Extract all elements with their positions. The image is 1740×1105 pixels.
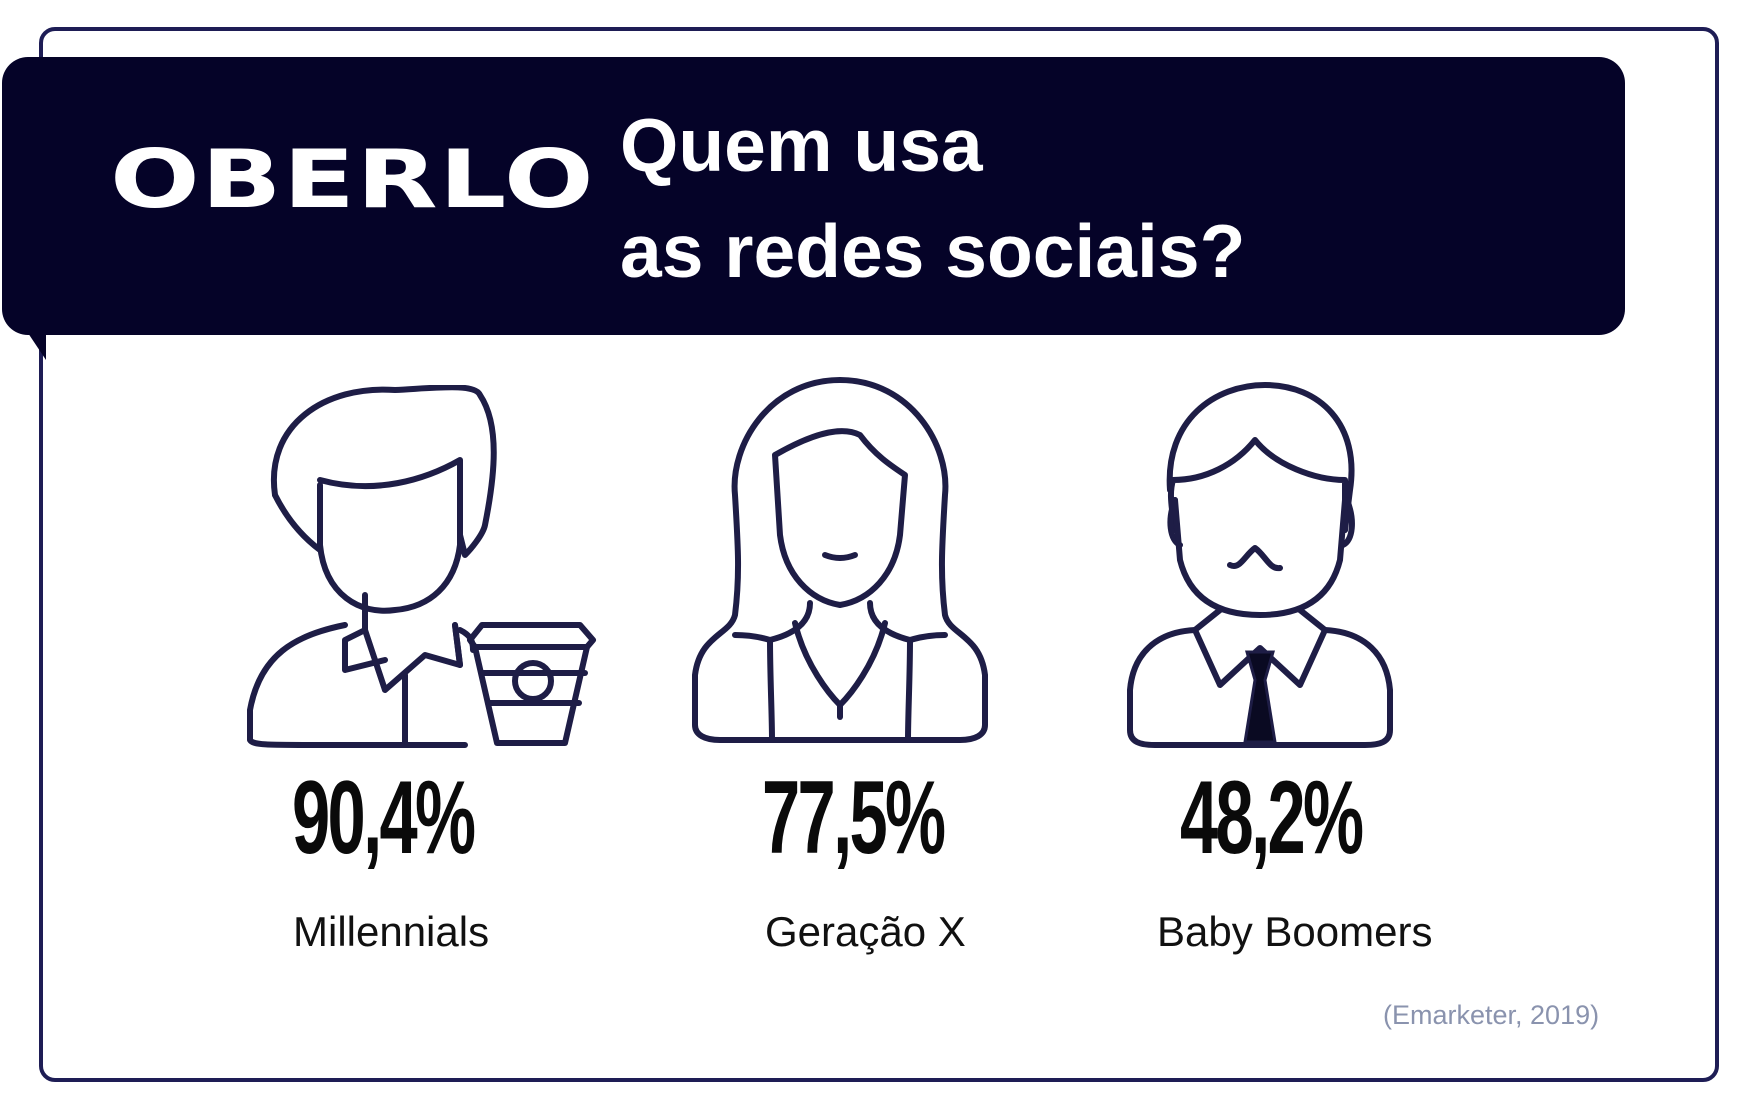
young-man-with-coffee-icon [247,385,596,748]
title-line-2: as redes sociais? [620,209,1246,293]
woman-icon [692,377,988,743]
generation-x-label: Geração X [765,908,966,955]
baby-boomers-percent: 48,2% [1180,760,1364,876]
generation-x-percent: 77,5% [762,760,946,876]
page-title: Quem usa as redes sociais? [620,92,1245,304]
title-line-1: Quem usa [620,103,983,187]
millennials-percent: 90,4% [292,760,476,876]
millennials-label: Millennials [293,908,490,955]
oberlo-logo: OBERLO [110,133,595,226]
baby-boomers-label: Baby Boomers [1157,908,1433,955]
man-with-tie-icon [1127,382,1393,748]
header-banner [2,57,1625,335]
source-citation: (Emarketer, 2019) [1383,1000,1600,1030]
